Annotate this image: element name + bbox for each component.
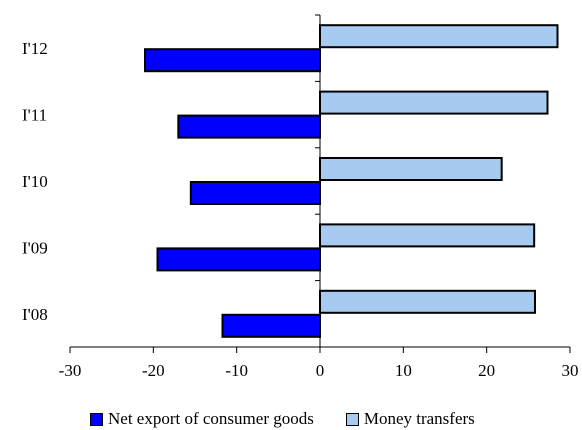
legend-swatch-money-transfers xyxy=(345,412,359,426)
x-tick-label: 20 xyxy=(478,361,495,380)
y-tick-label: I'08 xyxy=(22,305,48,324)
bar-money-transfers-4 xyxy=(319,289,536,314)
y-tick-label: I'11 xyxy=(22,106,47,125)
bar-money-transfers-2 xyxy=(319,157,503,181)
bar-net-export-3 xyxy=(156,247,321,272)
legend-item-money-transfers: Money transfers xyxy=(345,409,475,429)
bar-net-export-0 xyxy=(144,48,321,73)
x-tick-label: 0 xyxy=(316,361,325,380)
bar-money-transfers-3 xyxy=(319,223,536,248)
x-tick-label: 30 xyxy=(562,361,579,380)
y-tick-label: I'12 xyxy=(22,39,48,58)
legend-label-net-export: Net export of consumer goods xyxy=(108,409,314,428)
bar-chart: I'12 I'11 I'10 I'09 I'08 -30 -20 -10 0 10 20 30 xyxy=(22,14,579,380)
bar-net-export-4 xyxy=(221,313,321,338)
legend-item-net-export: Net export of consumer goods xyxy=(90,409,314,429)
legend-swatch-net-export xyxy=(90,412,103,426)
y-tick-label: I'10 xyxy=(22,172,48,191)
legend: Net export of consumer goods Money trans… xyxy=(90,409,507,429)
y-tick-label: I'09 xyxy=(22,238,48,257)
x-tick-label: 10 xyxy=(395,361,412,380)
x-tick-label: -10 xyxy=(225,361,248,380)
bar-net-export-2 xyxy=(189,181,321,205)
bar-money-transfers-1 xyxy=(319,90,549,115)
x-tick-label: -20 xyxy=(142,361,165,380)
bar-net-export-1 xyxy=(177,114,321,139)
x-tick-label: -30 xyxy=(59,361,82,380)
legend-label-money-transfers: Money transfers xyxy=(363,409,475,428)
bar-money-transfers-0 xyxy=(319,24,559,49)
